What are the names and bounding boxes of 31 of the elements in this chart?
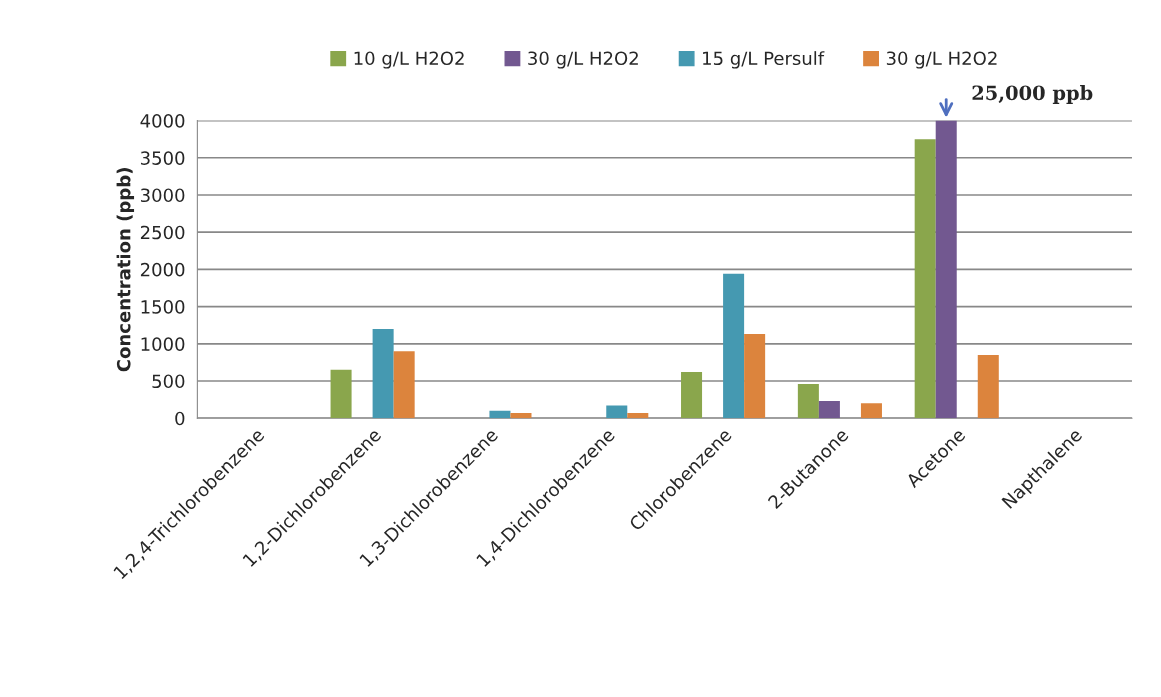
legend-label: 30 g/L H2O2	[886, 51, 997, 69]
y-tick-label: 1500	[141, 300, 185, 314]
y-tick-label: 1000	[141, 337, 185, 351]
bar	[627, 412, 649, 419]
legend-label: 10 g/L H2O2	[354, 51, 464, 69]
y-tick-label: 3500	[140, 151, 185, 165]
y-tick-label: 2000	[140, 262, 185, 277]
legend-label: 15 g/L Persulf	[703, 51, 825, 69]
bar	[606, 405, 628, 419]
bar	[914, 139, 936, 419]
bar	[797, 383, 819, 419]
bar	[977, 354, 999, 419]
y-tick-label: 500	[152, 374, 185, 389]
bar	[818, 401, 840, 419]
bar	[393, 351, 415, 419]
bar	[744, 334, 766, 419]
bar	[935, 120, 957, 419]
bar	[330, 369, 352, 419]
y-tick-label: 4000	[140, 114, 185, 128]
y-tick-label: 2500	[140, 225, 185, 240]
bar	[372, 328, 394, 419]
bar	[723, 273, 745, 419]
y-axis-title: Concentration (ppb)	[116, 168, 135, 372]
bar	[681, 372, 703, 419]
y-tick-label: 3000	[140, 188, 185, 203]
bar	[510, 412, 532, 419]
annotation: 25,000 ppb	[972, 85, 1093, 104]
y-tick-label: 0	[175, 411, 185, 426]
bar	[860, 403, 882, 419]
bar	[489, 410, 511, 419]
legend-label: 30 g/L H2O2	[528, 51, 638, 69]
